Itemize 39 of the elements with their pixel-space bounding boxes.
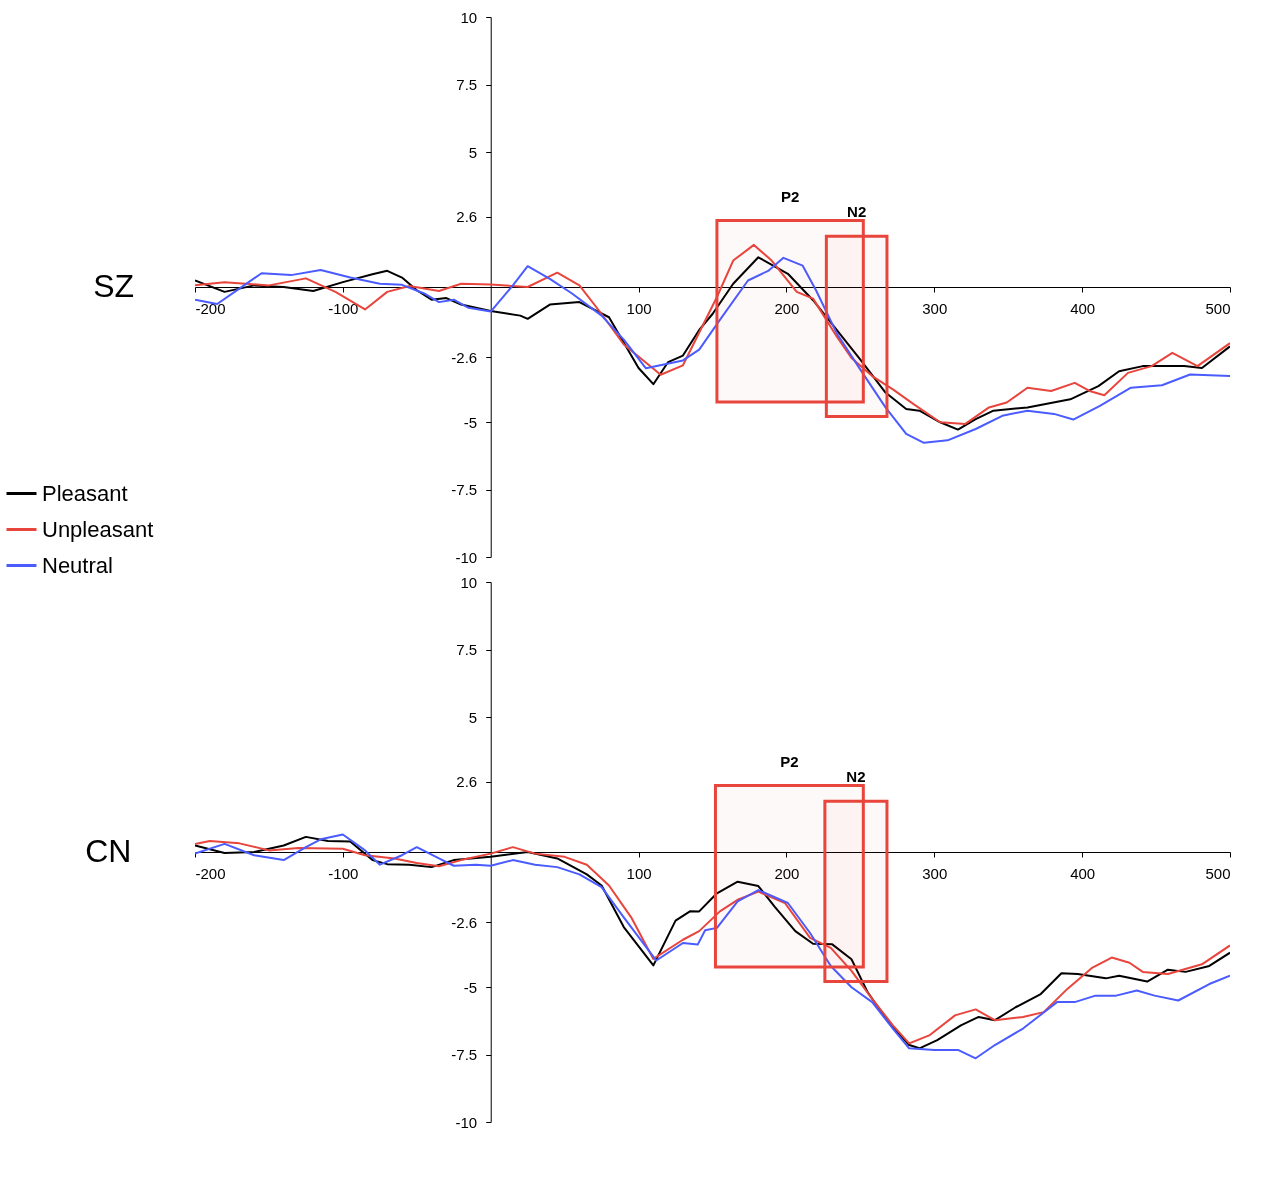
y-tick-label: -7.5 — [451, 481, 478, 498]
x-tick-label: -100 — [328, 864, 359, 882]
x-tick-label: 300 — [922, 299, 948, 317]
text: CN — [85, 833, 132, 869]
band-label: N2 — [846, 768, 866, 786]
x-tick-label: 100 — [626, 299, 652, 317]
x-tick-label: 500 — [1205, 299, 1231, 317]
legend-label: Pleasant — [42, 480, 128, 506]
y-tick-label: -2.6 — [451, 913, 478, 931]
x-tick-label: 300 — [922, 864, 948, 882]
y-tick-label: 7.5 — [456, 641, 478, 658]
y-tick-label: -7.5 — [451, 1046, 478, 1063]
x-tick-label: 200 — [774, 299, 800, 317]
y-tick-label: 2.6 — [456, 773, 478, 791]
x-tick-label: 100 — [626, 864, 652, 882]
y-tick-label: -10 — [455, 1113, 478, 1131]
x-tick-label: -200 — [195, 299, 226, 317]
band-label: P2 — [780, 187, 800, 205]
x-tick-label: 400 — [1070, 299, 1096, 317]
y-tick-label: -2.6 — [451, 348, 478, 366]
y-tick-label: 5 — [468, 708, 478, 726]
y-tick-label: 10 — [460, 8, 478, 26]
y-tick-label: 7.5 — [456, 76, 478, 93]
y-tick-label: 5 — [468, 143, 478, 161]
y-tick-label: 10 — [460, 573, 478, 591]
y-tick-label: -5 — [463, 978, 478, 996]
band-label: P2 — [780, 752, 799, 770]
legend-label: Unpleasant — [42, 516, 154, 542]
band-label: N2 — [847, 203, 867, 221]
x-tick-label: -200 — [195, 864, 226, 882]
x-tick-label: -100 — [328, 299, 359, 317]
legend-label: Neutral — [42, 552, 113, 578]
y-tick-label: -5 — [463, 413, 478, 431]
x-tick-label: 400 — [1070, 864, 1096, 882]
x-tick-label: 200 — [774, 864, 800, 882]
y-tick-label: -10 — [455, 548, 478, 566]
text: SZ — [93, 268, 135, 304]
y-tick-label: 2.6 — [456, 208, 478, 226]
x-tick-label: 500 — [1205, 864, 1231, 882]
